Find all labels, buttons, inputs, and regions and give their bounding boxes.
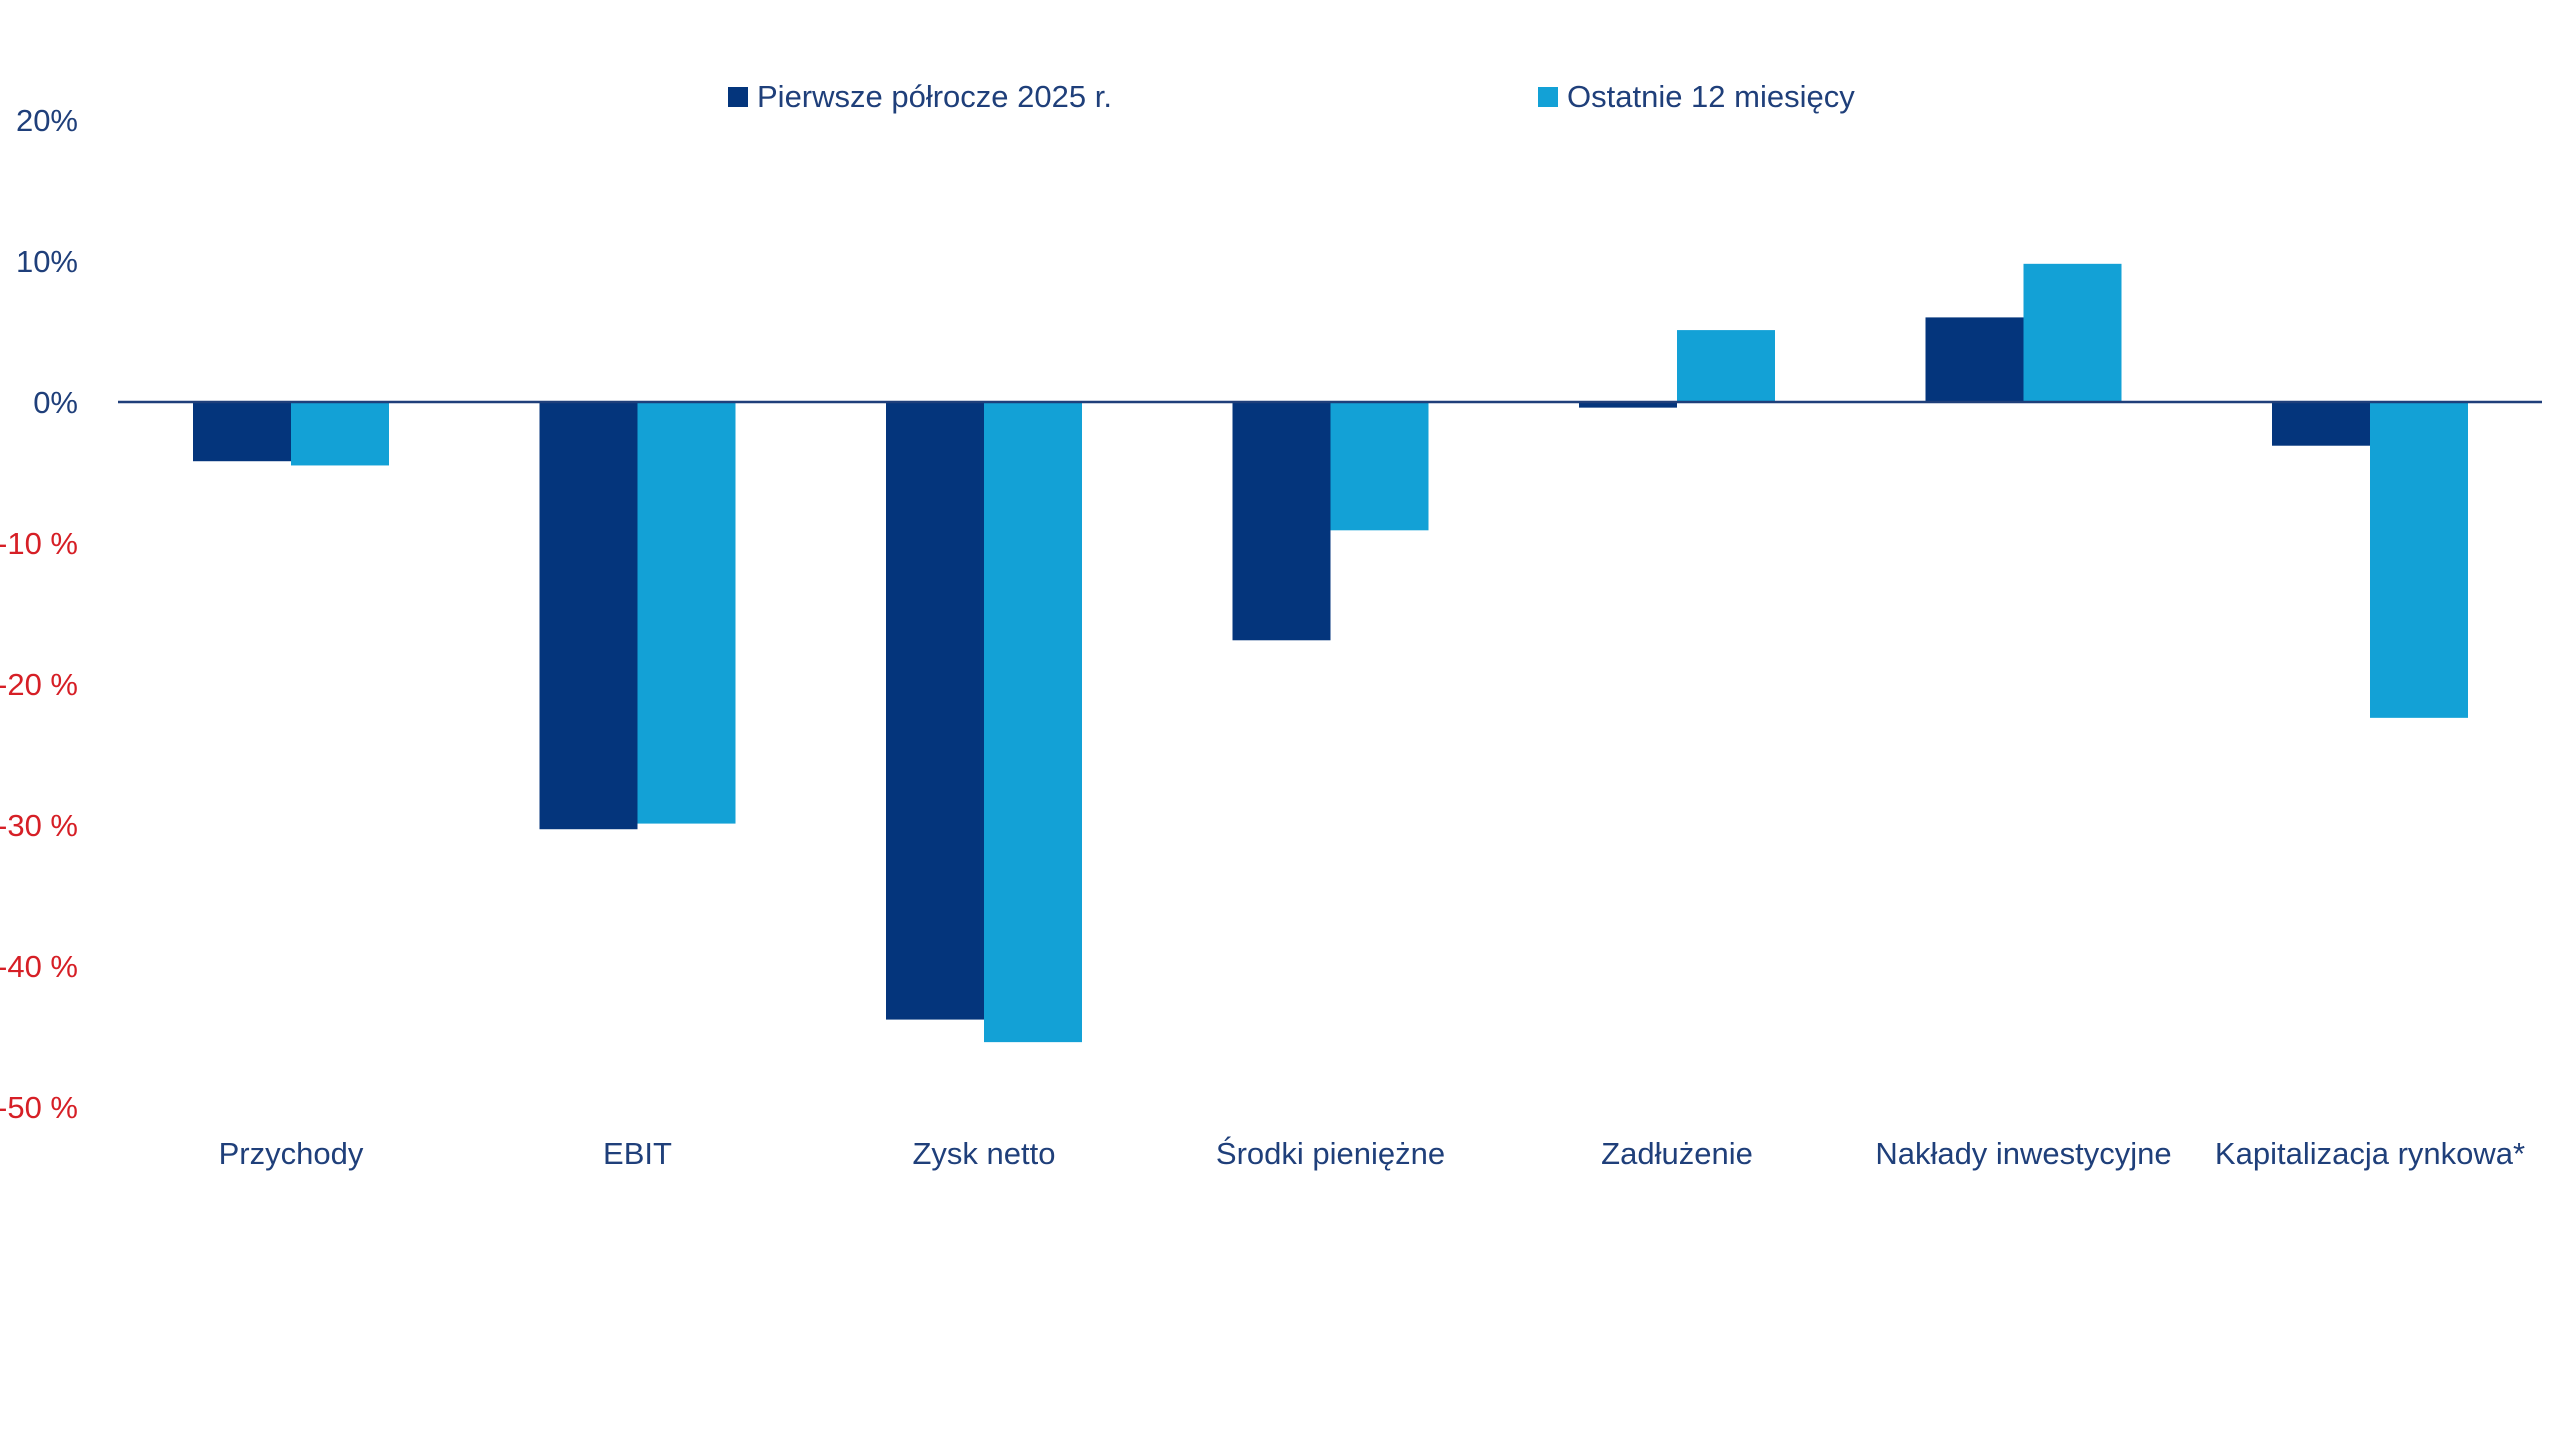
bar-series-1-6 — [2272, 402, 2370, 446]
y-tick-label-4: -20 % — [0, 667, 78, 702]
x-category-label-4: Zadłużenie — [1601, 1136, 1753, 1171]
legend-label-series-1: Pierwsze półrocze 2025 r. — [757, 79, 1112, 114]
bar-series-2-5 — [2023, 263, 2122, 402]
y-axis: 20% 10% 0% -10 % -20 % -30 % -40 % -50 % — [0, 103, 78, 1125]
x-category-label-0: Przychody — [219, 1136, 364, 1171]
bar-series-group — [193, 263, 2468, 1043]
y-tick-label-2: 0% — [33, 385, 78, 420]
bar-series-1-0 — [193, 402, 291, 462]
legend-swatch-series-2 — [1538, 87, 1558, 107]
x-category-label-6: Kapitalizacja rynkowa* — [2215, 1136, 2525, 1171]
bar-series-1-5 — [1925, 317, 2024, 402]
x-category-label-5: Nakłady inwestycyjne — [1875, 1136, 2171, 1171]
bar-series-1-1 — [539, 402, 638, 830]
y-tick-label-0: 20% — [16, 103, 78, 138]
y-tick-label-7: -50 % — [0, 1090, 78, 1125]
legend-label-series-2: Ostatnie 12 miesięcy — [1567, 79, 1855, 114]
y-tick-label-5: -30 % — [0, 808, 78, 843]
bar-series-1-4 — [1579, 402, 1677, 408]
y-tick-label-1: 10% — [16, 244, 78, 279]
y-tick-label-6: -40 % — [0, 949, 78, 984]
legend-item-series-2: Ostatnie 12 miesięcy — [1538, 72, 1855, 122]
bar-series-2-1 — [637, 402, 736, 824]
bar-series-2-4 — [1677, 330, 1775, 402]
bar-series-1-3 — [1232, 402, 1331, 641]
legend-swatch-series-1 — [728, 87, 748, 107]
x-category-label-2: Zysk netto — [913, 1136, 1056, 1171]
x-category-label-1: EBIT — [603, 1136, 672, 1171]
bar-series-2-0 — [291, 402, 389, 466]
legend-item-series-1: Pierwsze półrocze 2025 r. — [728, 72, 1112, 122]
x-axis: Przychody EBIT Zysk netto Środki pieniężne Z… — [219, 1135, 2525, 1171]
bar-series-2-2 — [984, 402, 1082, 1043]
bar-series-2-3 — [1330, 402, 1429, 531]
x-category-label-3: Środki pieniężne — [1216, 1135, 1445, 1171]
y-tick-label-3: -10 % — [0, 526, 78, 561]
bar-series-2-6 — [2370, 402, 2468, 718]
bar-series-1-2 — [886, 402, 984, 1020]
